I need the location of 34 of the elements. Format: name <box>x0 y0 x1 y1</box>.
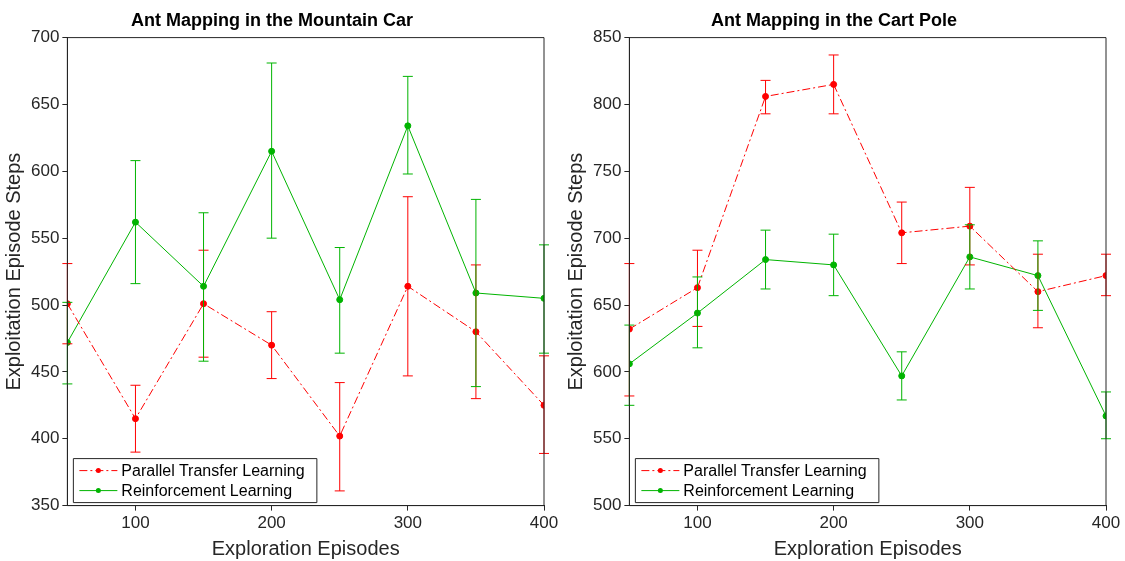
x-axis-title: Exploration Episodes <box>773 536 962 559</box>
y-tick-label: 850 <box>592 27 622 47</box>
legend-label: Reinforcement Learning <box>683 482 855 500</box>
y-tick-label: 800 <box>592 94 622 114</box>
y-tick-label: 600 <box>30 161 60 180</box>
y-tick-label: 600 <box>592 361 622 381</box>
legend-label: Reinforcement Learning <box>121 482 293 500</box>
y-tick-label: 500 <box>30 294 60 314</box>
y-tick-label: 650 <box>592 294 622 314</box>
y-tick-label: 350 <box>30 495 60 515</box>
legend-label: Parallel Transfer Learning <box>121 462 305 480</box>
y-tick-label: 550 <box>592 428 622 448</box>
x-tick-label: 400 <box>529 513 559 533</box>
y-tick-label: 750 <box>592 161 622 180</box>
chart-title: Ant Mapping in the Cart Pole <box>711 9 957 30</box>
y-tick-label: 500 <box>592 495 622 515</box>
chart-title: Ant Mapping in the Mountain Car <box>131 9 413 30</box>
x-tick-label: 300 <box>393 513 423 533</box>
legend-label: Parallel Transfer Learning <box>683 462 867 480</box>
y-tick-label: 650 <box>30 94 60 114</box>
y-axis-title: Exploitation Episode Steps <box>563 152 586 391</box>
x-tick-label: 100 <box>683 513 712 533</box>
x-tick-label: 200 <box>819 513 848 533</box>
x-tick-label: 200 <box>257 513 286 533</box>
x-tick-label: 300 <box>955 513 985 533</box>
y-tick-label: 450 <box>30 361 60 381</box>
y-tick-label: 400 <box>30 428 60 448</box>
y-axis-title: Exploitation Episode Steps <box>1 152 24 391</box>
y-tick-label: 700 <box>592 227 622 247</box>
y-tick-label: 550 <box>30 227 60 247</box>
x-tick-label: 400 <box>1091 513 1121 533</box>
x-axis-title: Exploration Episodes <box>211 536 400 559</box>
y-tick-label: 700 <box>30 27 60 47</box>
x-tick-label: 100 <box>121 513 150 533</box>
